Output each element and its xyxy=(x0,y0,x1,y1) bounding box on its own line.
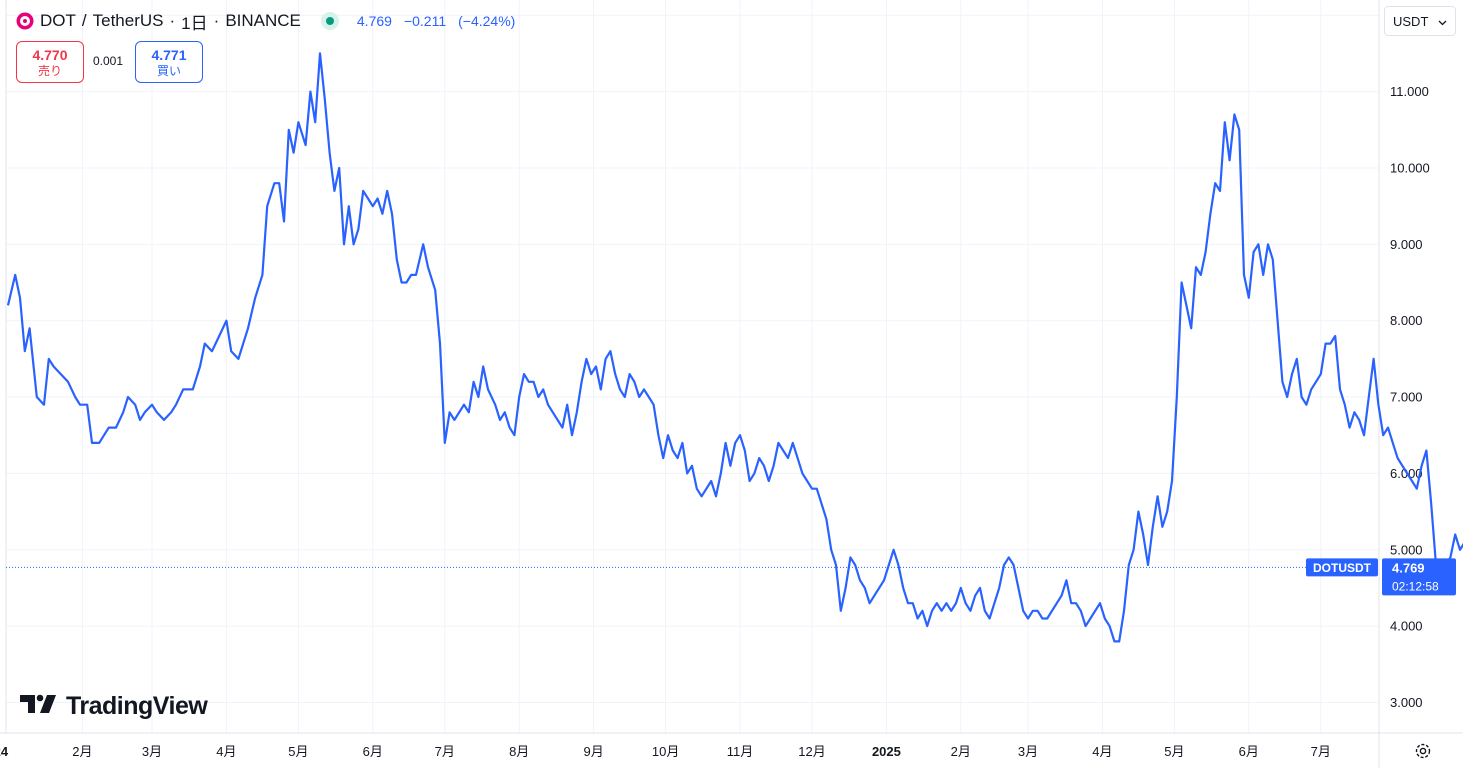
header-change-percent: (−4.24%) xyxy=(458,13,516,29)
currency-selector[interactable]: USDT xyxy=(1384,6,1456,36)
price-tag-value: 4.769 xyxy=(1392,560,1425,575)
y-tick-label: 8.000 xyxy=(1390,313,1423,328)
x-tick-label: 3月 xyxy=(1018,744,1038,759)
price-tag xyxy=(1382,558,1456,596)
x-tick-label: 11月 xyxy=(727,744,754,759)
x-tick-label: 6月 xyxy=(1239,744,1259,759)
exchange-label: BINANCE xyxy=(225,11,301,30)
x-tick-label: 10月 xyxy=(652,744,679,759)
y-tick-label: 3.000 xyxy=(1390,695,1423,710)
x-tick-label: 7月 xyxy=(1311,744,1331,759)
x-tick-label: 8月 xyxy=(509,744,529,759)
x-tick-label: 6月 xyxy=(363,744,383,759)
watermark-text: TradingView xyxy=(66,692,208,720)
buy-price: 4.771 xyxy=(151,46,187,63)
spread-value: 0.001 xyxy=(93,54,124,68)
x-tick-label: 2025 xyxy=(872,744,901,759)
y-tick-label: 9.000 xyxy=(1390,237,1423,252)
header-last-price: 4.769 xyxy=(356,13,392,29)
symbol-separator: / xyxy=(81,11,87,30)
tradingview-logo-icon xyxy=(20,693,58,720)
header-dot: · xyxy=(213,11,220,30)
chart-settings-button[interactable] xyxy=(1410,740,1436,766)
sell-price: 4.770 xyxy=(32,46,68,63)
y-tick-label: 7.000 xyxy=(1390,390,1423,405)
x-tick-label: 12月 xyxy=(798,744,825,759)
market-status-icon[interactable] xyxy=(320,12,339,30)
y-tick-label: 5.000 xyxy=(1390,542,1423,557)
symbol-header: DOT / TetherUS · 1日 · BINANCE 4.769 −0.2… xyxy=(16,8,515,34)
gear-icon xyxy=(1414,742,1432,765)
y-tick-label: 11.000 xyxy=(1390,84,1429,99)
chevron-down-icon xyxy=(1438,14,1447,29)
x-tick-label: 4月 xyxy=(216,744,236,759)
y-tick-label: 4.000 xyxy=(1390,619,1423,634)
buy-button[interactable]: 4.771 買い xyxy=(135,41,203,83)
y-tick-label: 10.000 xyxy=(1390,160,1430,175)
x-tick-label: 5月 xyxy=(1164,744,1184,759)
tradingview-watermark[interactable]: TradingView xyxy=(20,692,208,721)
symbol-tag-label: DOTUSDT xyxy=(1313,561,1372,575)
polkadot-logo-icon xyxy=(16,12,34,30)
price-line xyxy=(6,52,1463,643)
x-tick-label: 2月 xyxy=(72,744,92,759)
x-tick-label: 4月 xyxy=(1092,744,1112,759)
symbol-name[interactable]: DOT xyxy=(40,11,76,30)
sell-label: 売り xyxy=(37,63,62,78)
symbol-tag xyxy=(1306,558,1378,577)
x-tick-label: 9月 xyxy=(583,744,603,759)
x-tick-label: 2024 xyxy=(0,744,9,759)
x-tick-label: 5月 xyxy=(288,744,308,759)
sell-button[interactable]: 4.770 売り xyxy=(16,41,84,83)
x-tick-label: 7月 xyxy=(435,744,455,759)
currency-value: USDT xyxy=(1393,13,1429,29)
header-dot: · xyxy=(169,11,176,30)
buy-label: 買い xyxy=(156,63,181,78)
interval-label[interactable]: 1日 xyxy=(181,13,208,33)
x-tick-label: 2月 xyxy=(951,744,971,759)
quote-name[interactable]: TetherUS xyxy=(92,11,164,30)
countdown-timer: 02:12:58 xyxy=(1392,579,1439,593)
header-change: −0.211 xyxy=(403,13,447,29)
x-tick-label: 3月 xyxy=(142,744,162,759)
